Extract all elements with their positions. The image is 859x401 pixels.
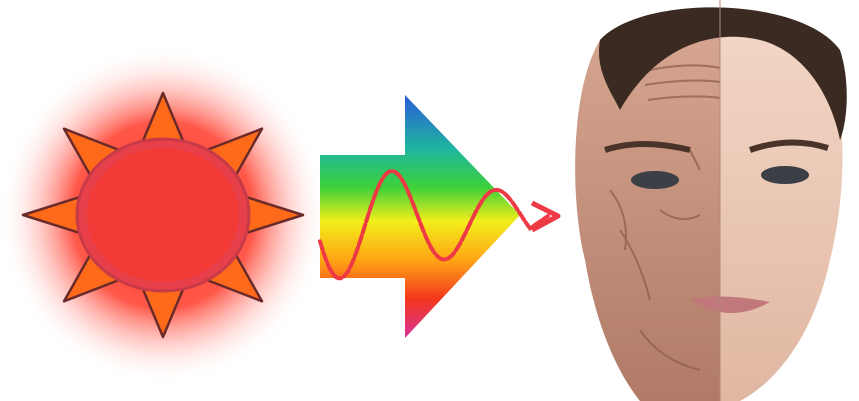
eye-right: [761, 166, 809, 184]
arrow: [320, 95, 520, 338]
eye-left: [631, 171, 679, 189]
illustration: [0, 0, 859, 401]
sun-core: [87, 148, 239, 282]
page: (() => { const ns = 'http://www.w3.org/2…: [0, 0, 859, 401]
